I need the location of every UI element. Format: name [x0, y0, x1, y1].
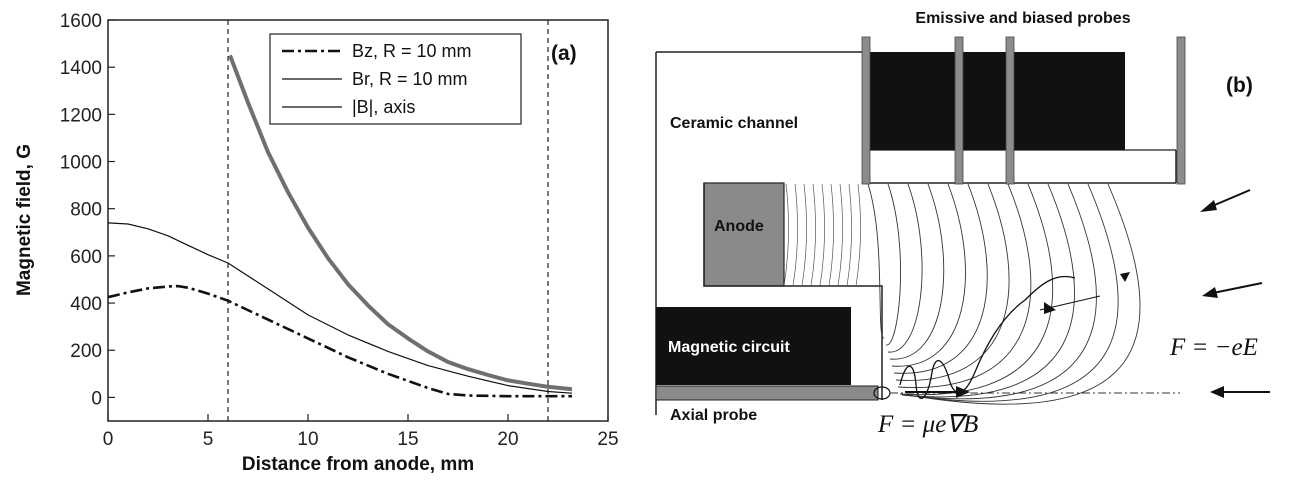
field-line — [907, 183, 1141, 405]
magnetic-circuit — [656, 307, 851, 385]
x-tick-label: 10 — [297, 429, 318, 450]
legend-entry-bz: Bz, R = 10 mm — [352, 41, 472, 61]
arrow-inner-head — [956, 386, 970, 398]
series-lines — [107, 54, 573, 398]
field-hatch-line — [810, 183, 816, 287]
electron-trajectory — [899, 275, 1076, 399]
series-line-b-axis — [228, 54, 573, 392]
x-tick-label: 15 — [397, 429, 418, 450]
x-tick-label: 0 — [103, 429, 114, 450]
panel-label-b: (b) — [1226, 74, 1253, 97]
arrow-lower-head — [1210, 386, 1224, 398]
field-line — [893, 183, 988, 374]
y-tick-label: 800 — [70, 200, 102, 221]
field-line — [899, 183, 1054, 396]
probe-4 — [1176, 36, 1186, 185]
field-line — [887, 183, 923, 353]
vertical-markers — [227, 20, 549, 421]
y-tick-label: 1200 — [60, 105, 102, 126]
x-tick-label: 25 — [597, 429, 618, 450]
field-hatch-line — [846, 183, 852, 287]
ceramic-block — [870, 52, 1125, 150]
arrow-middle-head — [1202, 287, 1218, 298]
label-magnetic-circuit: Magnetic circuit — [668, 339, 790, 356]
y-axis-label: Magnetic field, G — [14, 144, 35, 296]
x-axis-label: Distance from anode, mm — [242, 454, 474, 475]
panel-label-a: (a) — [551, 42, 577, 65]
field-hatch-line — [855, 183, 861, 287]
field-hatch-line — [837, 183, 843, 287]
x-axis-ticks: 0 5 10 15 20 25 — [103, 414, 619, 450]
series-line-bz — [107, 284, 572, 398]
y-tick-label: 1400 — [60, 58, 102, 79]
field-line — [901, 183, 1075, 398]
label-axial-probe: Axial probe — [670, 407, 757, 424]
field-line — [891, 183, 966, 367]
arrow-upper-head — [1200, 200, 1217, 212]
y-tick-label: 0 — [91, 388, 102, 409]
y-tick-label: 1600 — [60, 11, 102, 32]
field-hatch-line — [828, 183, 834, 287]
thruster-diagram: Emissive and biased probes Ceramic chann… — [655, 10, 1270, 438]
trajectory-arrowhead-1 — [1044, 302, 1056, 314]
field-line — [897, 183, 1032, 388]
legend: Bz, R = 10 mm Br, R = 10 mm |B|, axis — [269, 33, 522, 125]
x-tick-label: 20 — [497, 429, 518, 450]
field-line — [903, 183, 1097, 400]
y-axis-ticks: 0 200 400 600 800 1000 1200 1400 1600 — [60, 11, 115, 409]
label-probes: Emissive and biased probes — [915, 10, 1130, 27]
y-tick-label: 1000 — [60, 153, 102, 174]
equation-electric-force: F = −eE — [1169, 334, 1258, 361]
legend-entry-b-axis: |B|, axis — [352, 97, 415, 117]
equation-magnetic-force: F = μe∇B — [877, 411, 978, 438]
axial-probe — [655, 385, 879, 401]
field-line — [905, 183, 1119, 402]
legend-entry-br: Br, R = 10 mm — [352, 69, 468, 89]
magnetic-field-chart: 0 5 10 15 20 25 0 200 400 600 800 1000 1200 1400 1600… — [14, 11, 619, 475]
field-hatch-line — [801, 183, 807, 287]
field-hatch-line — [792, 183, 798, 287]
label-ceramic-channel: Ceramic channel — [670, 115, 798, 132]
arrow-middle — [1212, 282, 1263, 294]
probe-3 — [1005, 36, 1015, 185]
x-tick-label: 5 — [203, 429, 214, 450]
trajectory-arrowhead-2 — [1120, 272, 1130, 282]
field-line — [885, 183, 901, 346]
arrow-upper — [1209, 189, 1251, 208]
y-tick-label: 400 — [70, 294, 102, 315]
plot-frame — [107, 19, 609, 422]
field-hatch-line — [783, 183, 789, 287]
series-line-br — [107, 222, 573, 394]
probe-2 — [954, 36, 964, 185]
field-line — [895, 183, 1010, 381]
label-anode: Anode — [714, 218, 764, 235]
field-hatch-line — [819, 183, 825, 287]
field-line — [889, 183, 945, 360]
probe-1 — [861, 36, 871, 185]
y-tick-label: 600 — [70, 247, 102, 268]
y-tick-label: 200 — [70, 341, 102, 362]
field-line — [867, 183, 885, 339]
magnetic-field-lines — [783, 183, 1141, 405]
